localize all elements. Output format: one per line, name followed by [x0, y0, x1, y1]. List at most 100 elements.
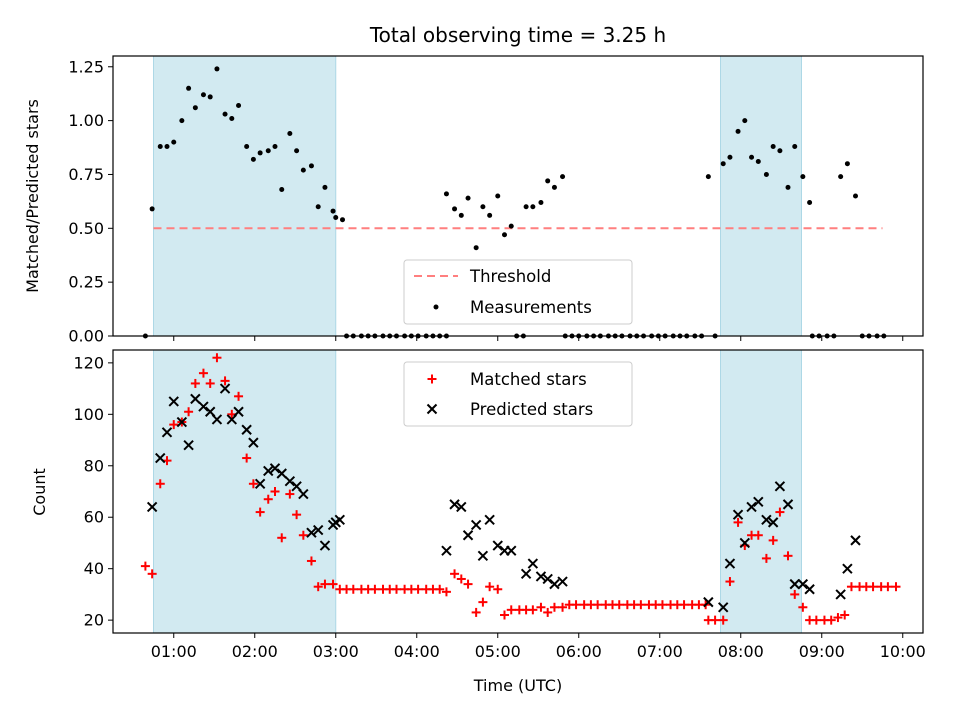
x-stroke-b [276, 468, 287, 479]
measurement-point [257, 150, 263, 156]
matched-star-point [147, 569, 157, 579]
x-stroke-b [797, 578, 809, 590]
measurement-point [480, 204, 486, 210]
matched-star-point [234, 391, 244, 401]
top-legend-box [403, 259, 633, 325]
bottom-y-tick-label: 120 [73, 353, 104, 372]
x-stroke-b [176, 416, 188, 428]
matched-star-point [753, 530, 763, 540]
matched-star-point [306, 556, 316, 566]
matched-star-point [320, 579, 330, 589]
x-stroke-b [535, 571, 547, 582]
measurement-point [272, 143, 278, 149]
x-stroke-b [319, 540, 331, 551]
x-stroke-b [739, 537, 751, 549]
x-stroke-b [506, 545, 517, 556]
matched-star-point [811, 615, 821, 625]
x-tick-label: 03:00 [313, 642, 359, 661]
bottom-y-axis-label: Count [30, 468, 49, 516]
predicted-star-point [211, 414, 223, 425]
x-stroke-b [306, 527, 317, 538]
x-stroke-b [782, 499, 794, 510]
matched-star-point [190, 378, 200, 388]
bottom-y-tick-label: 100 [73, 405, 104, 424]
matched-star-point [733, 517, 743, 527]
predicted-star-point [276, 468, 287, 479]
x-stroke-b [263, 465, 274, 477]
matched-star-point [798, 602, 808, 612]
measurement-point [508, 223, 514, 229]
matched-star-point [536, 602, 546, 612]
measurement-point [149, 206, 155, 212]
predicted-star-point [462, 530, 474, 541]
x-stroke-b [204, 406, 216, 417]
predicted-star-point [233, 406, 244, 417]
measurement-point [207, 94, 213, 100]
bottom-y-tick-label: 40 [84, 559, 104, 578]
top-y-tick-label: 0.00 [68, 327, 104, 346]
predicted-star-point [306, 527, 317, 538]
predicted-star-point [850, 535, 861, 546]
top-axes-frame [112, 55, 924, 337]
matched-star-point [883, 582, 893, 592]
matched-star-point [285, 489, 295, 499]
matched-star-point [558, 602, 568, 612]
matched-star-point [277, 533, 287, 543]
x-stroke-b [470, 519, 482, 531]
measurement-point [236, 103, 242, 109]
predicted-star-point [835, 589, 846, 600]
legend-matched-label: Matched stars [470, 370, 587, 389]
matched-star-point [184, 407, 194, 417]
matched-star-point [679, 600, 689, 610]
measurement-point [838, 174, 844, 180]
measurement-point [244, 143, 250, 149]
x-stroke-b [269, 463, 281, 474]
top-y-tick-label: 0.75 [68, 165, 104, 184]
matched-star-point [783, 551, 793, 561]
top-y-tick-label: 0.50 [68, 219, 104, 238]
bottom-legend: Matched stars Predicted stars [403, 361, 633, 427]
predicted-star-point [319, 540, 331, 551]
measurement-point [164, 143, 170, 149]
x-tick-label: 02:00 [232, 642, 278, 661]
measurement-point [560, 174, 566, 180]
legend-measurements-label: Measurements [470, 298, 592, 317]
matched-star-point [710, 615, 720, 625]
measurement-point [214, 66, 220, 72]
x-stroke-b [520, 568, 532, 580]
x-stroke-b [462, 530, 474, 541]
measurement-point [551, 184, 557, 190]
x-stroke-b [527, 558, 539, 569]
matched-star-point [255, 507, 265, 517]
matched-star-point [833, 613, 843, 623]
legend-measurements-marker [433, 304, 439, 310]
matched-star-point [761, 553, 771, 563]
predicted-star-point [241, 424, 252, 435]
x-stroke-b [155, 452, 166, 464]
x-stroke-b [492, 540, 503, 551]
predicted-star-point [746, 501, 757, 513]
x-stroke-b [717, 602, 729, 613]
predicted-star-point [797, 578, 809, 590]
predicted-star-point [527, 558, 539, 569]
x-stroke-b [241, 424, 252, 435]
matched-star-point [205, 378, 215, 388]
predicted-star-point [732, 509, 744, 520]
x-stroke-b [146, 501, 158, 513]
matched-star-point [392, 584, 401, 594]
x-axis-label: Time (UTC) [473, 676, 562, 695]
measurement-point [186, 85, 192, 91]
x-stroke-b [703, 596, 714, 608]
matched-star-point [493, 584, 503, 594]
top-panel: 0.00 0.25 0.50 0.75 1.00 1.25 Matched/Predict… [23, 55, 924, 346]
matched-star-point [826, 615, 836, 625]
bottom-y-tick-label: 80 [84, 456, 104, 475]
predicted-star-point [176, 416, 188, 428]
measurement-point [330, 208, 336, 214]
predicted-star-point [520, 568, 532, 580]
predicted-star-point [155, 452, 166, 464]
legend-predicted-marker [426, 403, 438, 415]
x-stroke-b [248, 437, 259, 448]
measurement-point [735, 128, 741, 134]
measurement-point [538, 199, 544, 205]
